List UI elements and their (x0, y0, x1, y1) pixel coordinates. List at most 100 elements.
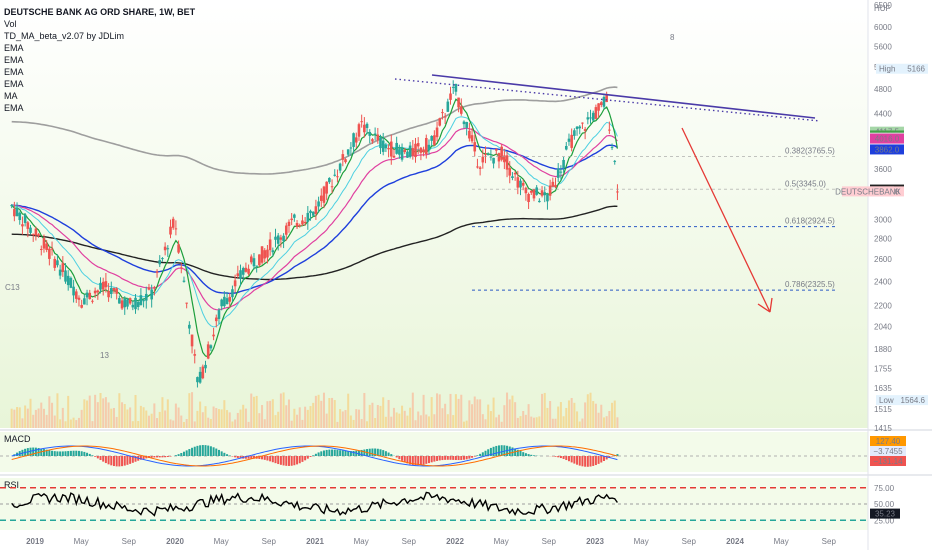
candle-body (284, 225, 288, 235)
candle-body (594, 107, 598, 119)
indicator-td-ma[interactable]: TD_MA_beta_v2.07 by JDLim (4, 31, 125, 41)
time-tick-label: 2021 (306, 537, 324, 546)
time-tick-label: 2024 (726, 537, 744, 546)
candle-body (589, 117, 592, 119)
candle-body (457, 97, 460, 108)
volume-bar (366, 421, 369, 428)
macd-histogram-bar (174, 455, 177, 456)
macd-histogram-bar (61, 451, 64, 456)
candle-body (551, 181, 555, 187)
macd-histogram-bar (492, 446, 495, 456)
price-tick-label: 4400 (874, 109, 892, 118)
time-tick-label: May (494, 537, 509, 546)
macd-histogram-bar (382, 450, 385, 456)
candle-body (217, 310, 221, 319)
candle-body (309, 210, 312, 214)
volume-bar (576, 411, 579, 428)
trend-line-dotted[interactable] (394, 78, 821, 122)
candle-body (341, 154, 345, 160)
volume-bar (247, 421, 250, 428)
candle-body (446, 101, 450, 112)
low-label-text: Low (879, 396, 894, 405)
volume-bar (506, 392, 509, 428)
volume-bar (207, 417, 210, 428)
candle-body (179, 267, 183, 269)
indicator-vol[interactable]: Vol (4, 19, 17, 29)
volume-bar (454, 394, 457, 428)
volume-bar (201, 412, 204, 428)
candle-body (508, 168, 512, 176)
volume-bar (188, 393, 191, 428)
volume-bar (363, 392, 366, 428)
volume-bar (452, 415, 455, 428)
chart-title[interactable]: DEUTSCHE BANK AG ORD SHARE, 1W, BET (4, 7, 196, 17)
volume-bar (557, 406, 560, 428)
candle-body (61, 263, 65, 273)
candle-body (605, 94, 608, 103)
macd-histogram-bar (185, 450, 188, 456)
projection-arrow[interactable] (681, 127, 771, 313)
indicator-ma[interactable]: MA (4, 91, 18, 101)
candle-body (150, 289, 153, 300)
indicator-ema-1[interactable]: EMA (4, 43, 24, 53)
volume-bar (94, 394, 97, 428)
time-tick-label: 2022 (446, 537, 464, 546)
candle-body (112, 288, 116, 291)
time-tick-label: Sep (542, 537, 557, 546)
volume-bar (209, 418, 212, 428)
candle-body (279, 237, 283, 240)
volume-bar (185, 419, 188, 428)
volume-bar (137, 421, 140, 428)
macd-histogram-bar (121, 456, 124, 467)
volume-bar (495, 417, 498, 428)
indicator-ema-4[interactable]: EMA (4, 79, 24, 89)
candle-body (581, 122, 584, 124)
candle-body (64, 270, 67, 282)
macd-histogram-bar (479, 453, 482, 456)
candle-body (529, 190, 533, 193)
macd-histogram-bar (285, 456, 288, 466)
indicator-ema-5[interactable]: EMA (4, 103, 24, 113)
macd-histogram-bar (438, 456, 441, 461)
macd-value-text: 127.40 (876, 437, 901, 446)
high-label-box (876, 63, 928, 74)
arrow-head (757, 297, 773, 313)
volume-bar (10, 408, 13, 428)
macd-histogram-bar (532, 455, 535, 456)
candle-body (333, 174, 337, 176)
volume-bar (554, 418, 557, 428)
indicator-ema-2[interactable]: EMA (4, 55, 24, 65)
candle-body (301, 220, 304, 225)
macd-histogram-bar (293, 456, 296, 466)
ma-cyan-line (11, 116, 618, 328)
macd-histogram-bar (193, 446, 196, 456)
macd-histogram-bar (139, 456, 142, 460)
volume-bar (473, 396, 476, 428)
indicator-ema-3[interactable]: EMA (4, 67, 24, 77)
candle-body (166, 248, 170, 250)
macd-histogram-bar (252, 456, 255, 459)
volume-bar (492, 397, 495, 428)
price-label-box (870, 133, 904, 144)
macd-histogram-bar (522, 452, 525, 456)
volume-bar (541, 393, 544, 428)
macd-histogram-bar (142, 456, 145, 459)
macd-histogram-bar (605, 456, 608, 460)
candle-body (392, 155, 396, 158)
candle-body (287, 221, 291, 226)
trend-line[interactable] (431, 74, 816, 119)
candle-body (249, 256, 253, 263)
volume-bar (118, 393, 121, 428)
candle-body (23, 214, 27, 223)
candle-body (48, 248, 51, 259)
volume-bar (72, 417, 75, 428)
macd-histogram-bar (616, 454, 619, 456)
candle-body (602, 96, 606, 107)
volume-bar (514, 402, 517, 428)
volume-bar (64, 421, 67, 428)
candle-body (34, 228, 38, 236)
macd-histogram-bar (223, 452, 226, 456)
volume-bar (166, 399, 169, 428)
volume-bar (613, 400, 616, 428)
